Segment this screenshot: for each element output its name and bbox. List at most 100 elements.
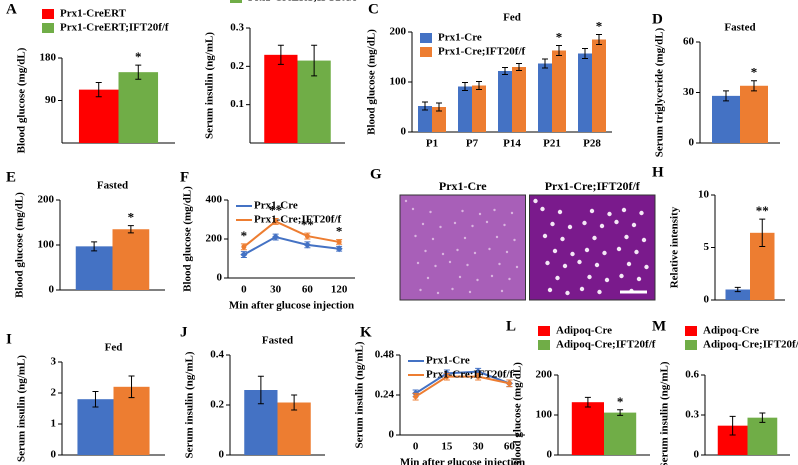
y-tick-label: 100 (390, 76, 407, 88)
panel-letter: F (180, 169, 189, 185)
marker (335, 245, 343, 253)
marker (303, 241, 311, 249)
texture (490, 274, 494, 278)
texture (639, 210, 644, 216)
y-axis-label: Serum insulin (ng/mL) (354, 341, 366, 448)
error-bar (135, 64, 142, 80)
texture (485, 220, 489, 224)
texture (515, 265, 519, 269)
y-tick-label: 0 (51, 449, 57, 461)
y-axis-label: Blood glucose (mg/dL) (182, 186, 194, 292)
texture (602, 250, 607, 256)
legend-label: Adipoq-Cre;IFT20f/f (556, 339, 656, 351)
texture (436, 291, 440, 295)
texture (567, 224, 573, 230)
histology-image (399, 194, 526, 301)
panel: E 0 100 200 Blood glucose (mg/dL) Fasted * (6, 169, 165, 298)
legend-swatch (42, 23, 54, 33)
panel-letter: I (6, 331, 12, 347)
error-bar (729, 415, 736, 436)
error-bar (277, 44, 284, 65)
x-tick-label: P21 (543, 138, 561, 150)
marker (475, 374, 481, 380)
texture (540, 206, 545, 212)
texture (594, 262, 600, 268)
y-tick-label: 0.3 (685, 409, 699, 421)
legend-swatch (685, 326, 697, 336)
texture (557, 209, 563, 215)
texture (584, 247, 590, 253)
texture (616, 246, 622, 252)
y-tick-label: 30 (683, 86, 695, 98)
bar (264, 54, 298, 144)
texture (644, 264, 649, 270)
texture (498, 262, 501, 266)
error-bar (751, 80, 757, 92)
error-bar (582, 48, 588, 59)
marker (336, 239, 342, 245)
texture (565, 290, 570, 296)
error-bar (91, 241, 98, 252)
bar (740, 85, 768, 143)
legend-label: Prx1-CreERT;IFT20f/f (60, 22, 169, 34)
texture (607, 211, 612, 217)
bar (432, 107, 446, 132)
significance: * (617, 394, 624, 409)
marker (506, 380, 512, 386)
significance: * (135, 49, 142, 64)
error-bar (291, 394, 298, 411)
x-tick-label: 0 (241, 284, 247, 296)
marker (241, 244, 247, 250)
error-bar (723, 90, 729, 102)
texture (503, 223, 506, 227)
panel: K 0 0.24 0.48 Serum insulin (ng/mL) Min after… (354, 324, 526, 465)
bar (747, 417, 778, 455)
texture (555, 275, 560, 281)
error-bar (759, 218, 766, 247)
legend-swatch (42, 9, 54, 19)
texture (550, 221, 555, 227)
significance: ** (269, 203, 282, 218)
texture (582, 220, 587, 226)
bar (472, 85, 486, 132)
y-tick-label: 0 (547, 449, 553, 461)
legend-label: Prx1-CreERT;IFT20f/f (248, 0, 357, 4)
bar (77, 399, 114, 455)
texture (500, 289, 504, 293)
y-tick-label: 0.2 (230, 60, 244, 72)
y-axis-label: Serum insulin (ng/mL) (659, 361, 671, 465)
legend-label: Prx1-Cre;IFT20f/f (438, 46, 525, 58)
texture (478, 212, 482, 216)
y-tick-label: 0.48 (375, 349, 395, 361)
texture (493, 208, 496, 212)
texture (587, 274, 592, 280)
y-tick-label: 60 (683, 36, 695, 48)
error-bar (584, 396, 591, 408)
texture (589, 208, 595, 214)
error-bar (92, 390, 99, 408)
y-tick-label: 0.4 (210, 349, 224, 361)
bar (578, 53, 592, 132)
texture (624, 234, 629, 240)
panel-letter: C (368, 1, 379, 17)
bar (571, 402, 604, 455)
x-tick-label: 60 (302, 284, 314, 296)
legend-label: Adipoq-Cre (556, 325, 612, 337)
texture (641, 237, 647, 243)
texture (424, 249, 427, 253)
legend-label: Prx1-Cre (438, 32, 482, 44)
texture (592, 235, 597, 241)
x-tick-label: 15 (441, 441, 453, 453)
bar (277, 402, 311, 455)
significance: ** (301, 217, 314, 232)
y-tick-label: 3 (51, 356, 57, 368)
texture (599, 223, 605, 229)
texture (461, 209, 464, 213)
y-tick-label: 0.1 (230, 98, 244, 110)
texture (404, 199, 408, 203)
y-tick-label: 0 (389, 429, 395, 441)
panel-letter: A (6, 1, 17, 17)
legend-swatch (230, 0, 242, 3)
texture (416, 261, 420, 265)
texture (463, 236, 467, 240)
